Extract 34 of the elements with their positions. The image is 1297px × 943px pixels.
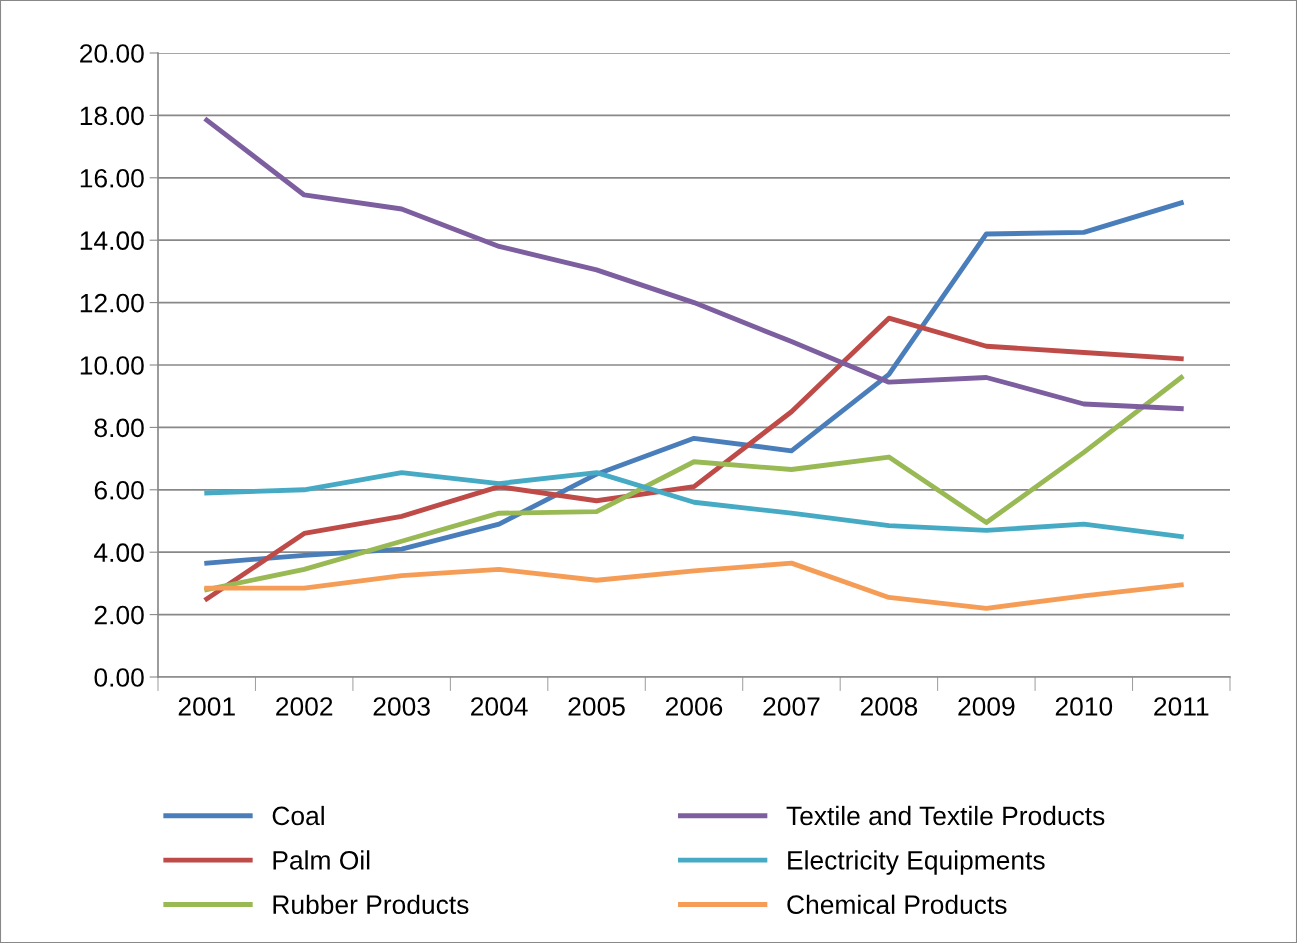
x-tick-label: 2001	[178, 697, 235, 716]
y-tick-label: 8.00	[94, 418, 144, 438]
legend-label: Palm Oil	[273, 850, 370, 870]
y-tick-label: 16.00	[80, 168, 144, 188]
legend-label: Rubber Products	[273, 894, 469, 915]
line-series	[204, 375, 1184, 593]
y-tick-label: 4.00	[94, 543, 144, 563]
x-tick-label: 2004	[471, 697, 528, 716]
y-tick-label: 14.00	[80, 231, 144, 251]
legend-label: Chemical Products	[787, 894, 1007, 915]
x-tick-label: 2005	[568, 697, 625, 716]
y-tick-label: 2.00	[94, 605, 144, 625]
y-tick-label: 20.00	[80, 44, 144, 63]
legend-label: Coal	[272, 805, 324, 826]
line-series	[204, 470, 1184, 540]
x-tick-label: 2006	[665, 697, 723, 716]
x-tick-label: 2003	[373, 697, 430, 716]
line-series	[204, 560, 1184, 611]
line-series	[204, 200, 1184, 566]
y-tick-label: 10.00	[80, 356, 144, 375]
line-series	[204, 315, 1184, 602]
line-series	[204, 117, 1184, 412]
x-tick-label: 2008	[860, 697, 918, 716]
y-tick-label: 0.00	[94, 668, 144, 687]
y-tick-label: 6.00	[94, 480, 144, 500]
x-tick-label: 2010	[1055, 697, 1113, 716]
y-tick-label: 12.00	[80, 293, 144, 313]
x-tick-label: 2009	[958, 697, 1015, 716]
legend-label: Textile and Textile Products	[786, 805, 1105, 826]
x-tick-label: 2007	[763, 697, 820, 716]
x-tick-label: 2011	[1154, 697, 1209, 716]
x-tick-label: 2002	[276, 697, 333, 716]
y-tick-label: 18.00	[80, 106, 144, 126]
legend-label: Electricity Equipments	[788, 850, 1045, 875]
